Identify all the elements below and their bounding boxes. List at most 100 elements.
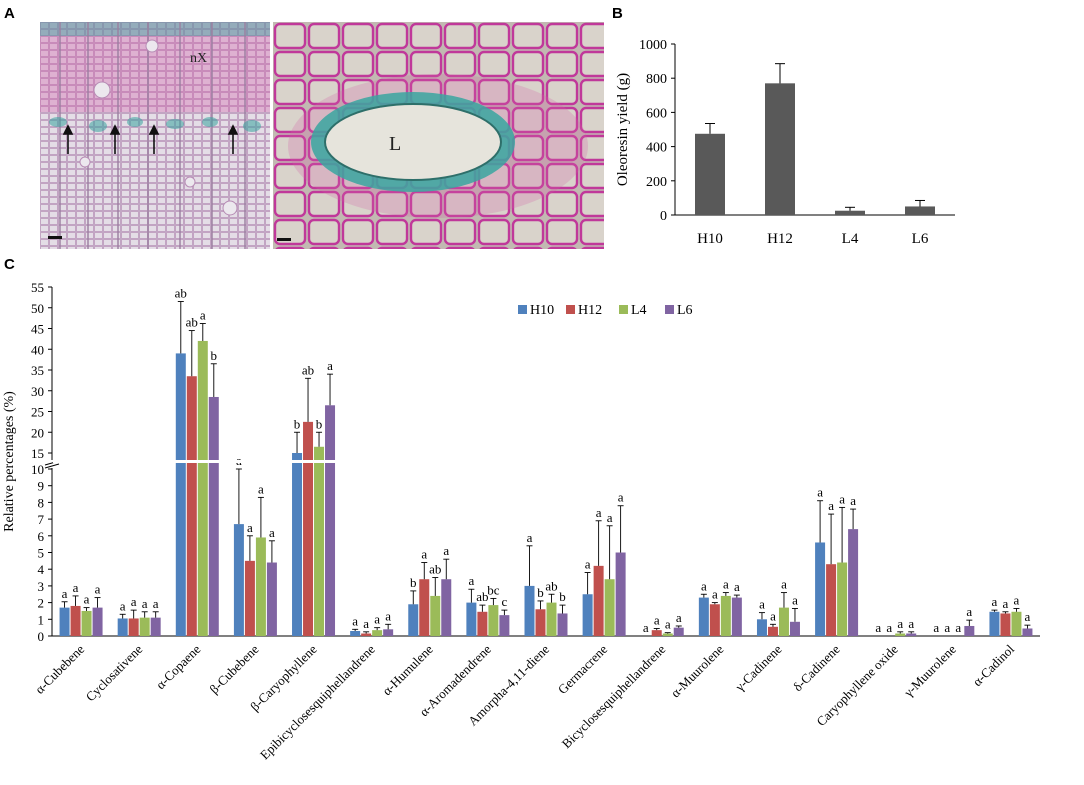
bar-H10 bbox=[524, 585, 535, 636]
significance-letter: ab bbox=[429, 562, 441, 577]
x-tick-label: L6 bbox=[912, 231, 929, 247]
y-axis-title: Relative percentages (%) bbox=[2, 391, 17, 532]
y-tick-label: 800 bbox=[646, 72, 667, 87]
significance-letter: a bbox=[701, 578, 707, 593]
significance-letter: a bbox=[120, 598, 126, 613]
bar-L4 bbox=[314, 446, 325, 636]
bar-L4 bbox=[81, 610, 92, 636]
bar-L4 bbox=[139, 617, 150, 636]
x-tick-label: Bicyclosesquiphellandrene bbox=[559, 641, 669, 751]
bar-H12 bbox=[651, 630, 662, 636]
significance-letter: a bbox=[84, 592, 90, 607]
significance-letter: a bbox=[95, 582, 101, 597]
x-tick-label: α-Muurolene bbox=[668, 641, 727, 700]
significance-letter: a bbox=[712, 587, 718, 602]
bar-L4 bbox=[488, 605, 499, 636]
legend-swatch-H10 bbox=[518, 305, 527, 314]
bar-L4 bbox=[255, 537, 266, 636]
significance-letter: a bbox=[385, 608, 391, 623]
significance-letter: a bbox=[839, 491, 845, 506]
significance-letter: a bbox=[596, 505, 602, 520]
bar-L4 bbox=[1011, 611, 1022, 636]
bar-H12 bbox=[767, 626, 778, 636]
significance-letter: b bbox=[294, 416, 301, 431]
significance-letter: b bbox=[559, 589, 566, 604]
y-tick-label: 600 bbox=[646, 106, 667, 121]
bar-L6 bbox=[905, 206, 935, 215]
bar-L6 bbox=[1022, 628, 1033, 636]
bar-H10 bbox=[292, 453, 303, 636]
bar-H10 bbox=[350, 630, 361, 636]
micrograph-resin-duct: L bbox=[273, 22, 604, 249]
micrograph-panel: nX L bbox=[40, 22, 604, 249]
significance-letter: b bbox=[537, 585, 544, 600]
y-tick-label: 40 bbox=[31, 342, 44, 357]
significance-letter: b bbox=[211, 348, 218, 363]
bar-H12 bbox=[70, 605, 81, 636]
bar-H10 bbox=[989, 611, 1000, 636]
bar-L4 bbox=[546, 602, 557, 636]
y-tick-label: 200 bbox=[646, 175, 667, 190]
y-tick-label: 10 bbox=[31, 462, 44, 477]
legend-swatch-L6 bbox=[665, 305, 674, 314]
y-tick-label: 4 bbox=[38, 562, 45, 577]
significance-letter: a bbox=[828, 498, 834, 513]
bar-L6 bbox=[906, 633, 917, 636]
bar-L6 bbox=[383, 629, 394, 636]
y-tick-label: 1 bbox=[38, 612, 45, 627]
bar-L6 bbox=[499, 615, 510, 636]
significance-letter: a bbox=[1003, 596, 1009, 611]
significance-letter: a bbox=[992, 594, 998, 609]
y-tick-label: 30 bbox=[31, 384, 44, 399]
bar-H12 bbox=[244, 560, 255, 636]
significance-letter: a bbox=[527, 530, 533, 545]
bar-L4 bbox=[720, 595, 731, 636]
legend-label-L4: L4 bbox=[631, 303, 647, 318]
significance-letter: a bbox=[352, 613, 358, 628]
significance-letter: a bbox=[618, 490, 624, 505]
bar-H12 bbox=[765, 83, 795, 215]
significance-letter: a bbox=[886, 620, 892, 635]
panel-label-a: A bbox=[4, 5, 15, 22]
bar-L4 bbox=[662, 633, 673, 636]
legend-label-H10: H10 bbox=[530, 303, 554, 318]
panel-label-b: B bbox=[612, 5, 623, 22]
significance-letter: a bbox=[966, 604, 972, 619]
bar-L6 bbox=[441, 579, 452, 636]
y-tick-label: 400 bbox=[646, 141, 667, 156]
significance-letter: a bbox=[643, 620, 649, 635]
bar-H10 bbox=[233, 524, 244, 636]
y-tick-label: 9 bbox=[38, 479, 45, 494]
bar-L6 bbox=[731, 597, 742, 636]
y-tick-label: 50 bbox=[31, 301, 44, 316]
bar-L4 bbox=[430, 595, 441, 636]
significance-letter: ab bbox=[186, 315, 198, 330]
significance-letter: a bbox=[817, 485, 823, 500]
x-tick-label: L4 bbox=[842, 231, 859, 247]
bar-L6 bbox=[848, 529, 859, 636]
significance-letter: a bbox=[142, 596, 148, 611]
significance-letter: a bbox=[200, 308, 206, 323]
bar-H10 bbox=[815, 542, 826, 636]
bar-H12 bbox=[303, 421, 314, 636]
x-tick-label: α-Humulene bbox=[379, 641, 436, 698]
significance-letter: a bbox=[468, 573, 474, 588]
significance-letter: a bbox=[723, 577, 729, 592]
significance-letter: a bbox=[62, 586, 68, 601]
bar-H10 bbox=[756, 619, 767, 636]
significance-letter: a bbox=[269, 525, 275, 540]
x-tick-label: Epibicyclosesquiphellandrene bbox=[257, 641, 378, 762]
y-tick-label: 35 bbox=[31, 363, 44, 378]
bar-L6 bbox=[789, 621, 800, 636]
bar-L4 bbox=[197, 340, 208, 636]
significance-letter: a bbox=[759, 597, 765, 612]
significance-letter: a bbox=[1014, 592, 1020, 607]
significance-letter: a bbox=[131, 594, 137, 609]
significance-letter: a bbox=[850, 493, 856, 508]
bar-H12 bbox=[826, 564, 837, 636]
bar-H10 bbox=[59, 607, 70, 636]
bar-L6 bbox=[150, 617, 161, 636]
significance-letter: a bbox=[933, 620, 939, 635]
y-axis-title: Oleoresin yield (g) bbox=[615, 73, 631, 186]
